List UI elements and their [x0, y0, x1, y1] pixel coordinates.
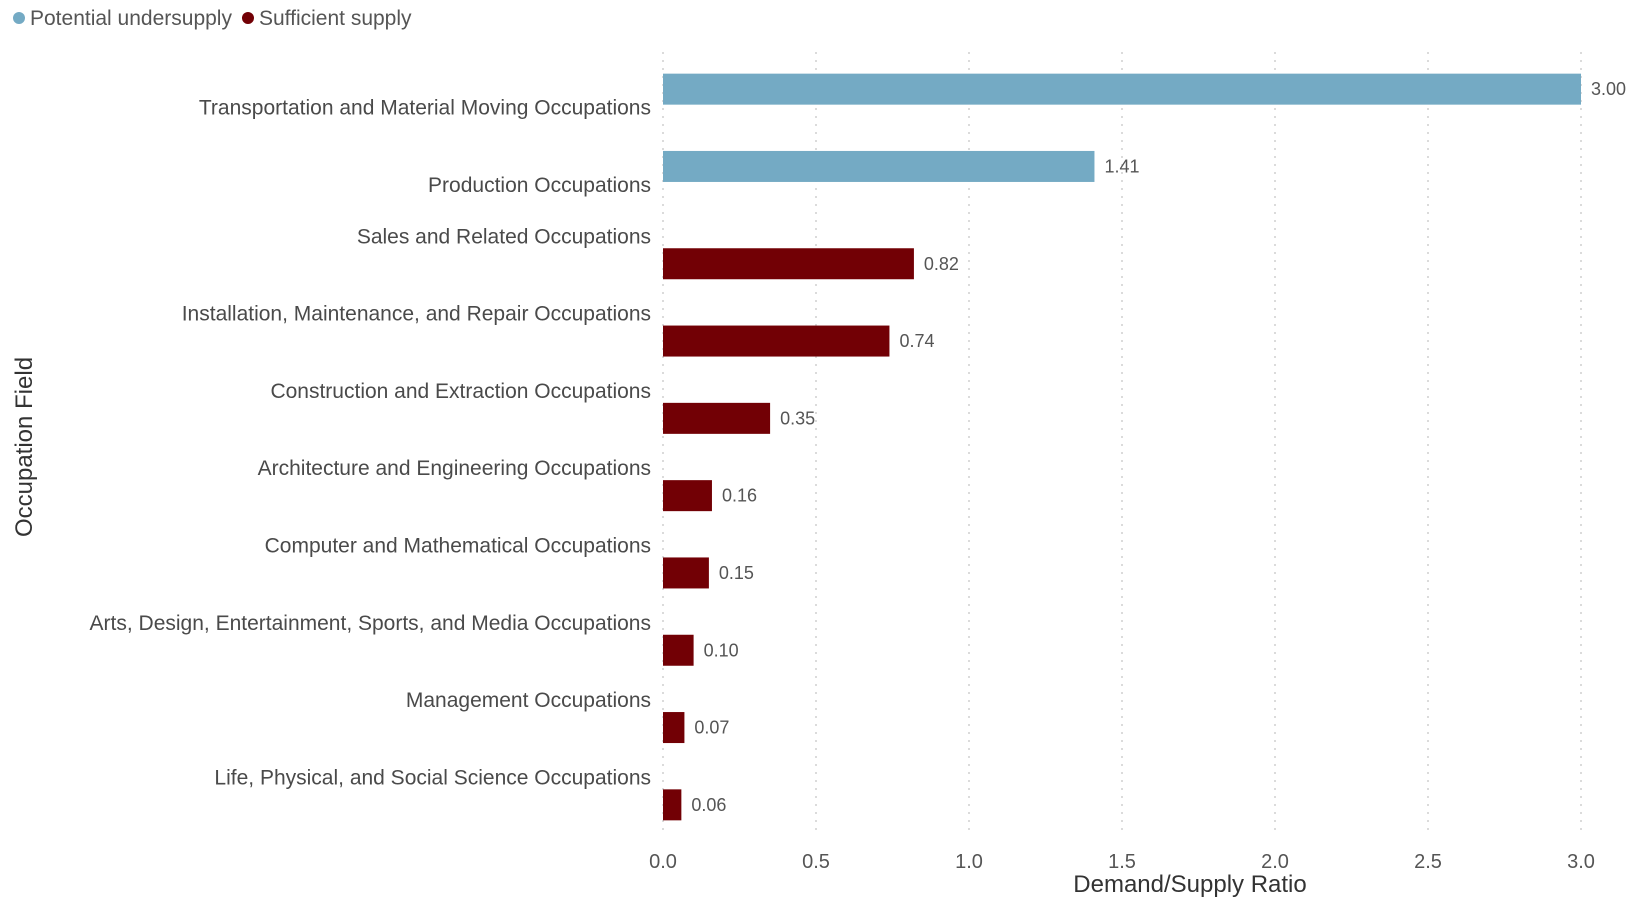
bars	[663, 73, 1581, 821]
category-label-5: Architecture and Engineering Occupations	[258, 457, 651, 480]
value-labels: 3.00 1.41 0.82 0.74 0.35 0.16 0.15 0.10 0.07 0.06	[691, 79, 1626, 815]
y-axis-title: Occupation Field	[11, 357, 38, 537]
bar-1	[663, 150, 1095, 182]
value-label-3: 0.74	[899, 331, 934, 351]
x-tick-label-6: 3.0	[1567, 851, 1595, 873]
category-label-8: Management Occupations	[406, 689, 651, 712]
legend-marker-1	[241, 12, 254, 24]
x-tick-label-1: 0.5	[802, 851, 830, 873]
category-label-3: Installation, Maintenance, and Repair Oc…	[182, 303, 651, 326]
legend: Potential undersupply Sufficient supply	[13, 7, 412, 30]
category-label-1: Production Occupations	[428, 174, 651, 197]
bar-9	[663, 789, 682, 821]
category-label-2: Sales and Related Occupations	[357, 225, 651, 248]
x-tick-label-4: 2.0	[1261, 851, 1289, 873]
legend-label-0: Potential undersupply	[30, 7, 232, 30]
bar-3	[663, 325, 890, 357]
bar-2	[663, 248, 914, 280]
value-label-4: 0.35	[780, 408, 815, 428]
bar-0	[663, 73, 1581, 105]
x-axis-ticks: 0.0 0.5 1.0 1.5 2.0 2.5 3.0	[649, 851, 1595, 873]
x-axis-title: Demand/Supply Ratio	[1073, 871, 1306, 898]
bar-7	[663, 634, 694, 666]
legend-marker-0	[13, 12, 25, 24]
bar-5	[663, 480, 712, 512]
category-label-6: Computer and Mathematical Occupations	[265, 534, 651, 557]
bar-6	[663, 557, 709, 589]
value-label-5: 0.16	[722, 486, 757, 506]
value-label-2: 0.82	[924, 254, 959, 274]
bar-8	[663, 712, 685, 744]
category-label-0: Transportation and Material Moving Occup…	[199, 97, 651, 120]
value-label-6: 0.15	[719, 563, 754, 583]
category-label-4: Construction and Extraction Occupations	[270, 380, 651, 403]
value-label-0: 3.00	[1591, 79, 1626, 99]
value-label-8: 0.07	[694, 718, 729, 738]
x-tick-label-0: 0.0	[649, 851, 677, 873]
x-tick-label-3: 1.5	[1108, 851, 1136, 873]
category-labels: Transportation and Material Moving Occup…	[90, 97, 651, 790]
value-label-9: 0.06	[691, 795, 726, 815]
x-tick-label-2: 1.0	[955, 851, 983, 873]
x-tick-label-5: 2.5	[1414, 851, 1442, 873]
value-label-7: 0.10	[704, 640, 739, 660]
category-label-7: Arts, Design, Entertainment, Sports, and…	[90, 612, 651, 635]
legend-label-1: Sufficient supply	[259, 7, 412, 30]
bar-4	[663, 402, 771, 434]
category-label-9: Life, Physical, and Social Science Occup…	[214, 766, 651, 789]
value-label-1: 1.41	[1104, 156, 1139, 176]
